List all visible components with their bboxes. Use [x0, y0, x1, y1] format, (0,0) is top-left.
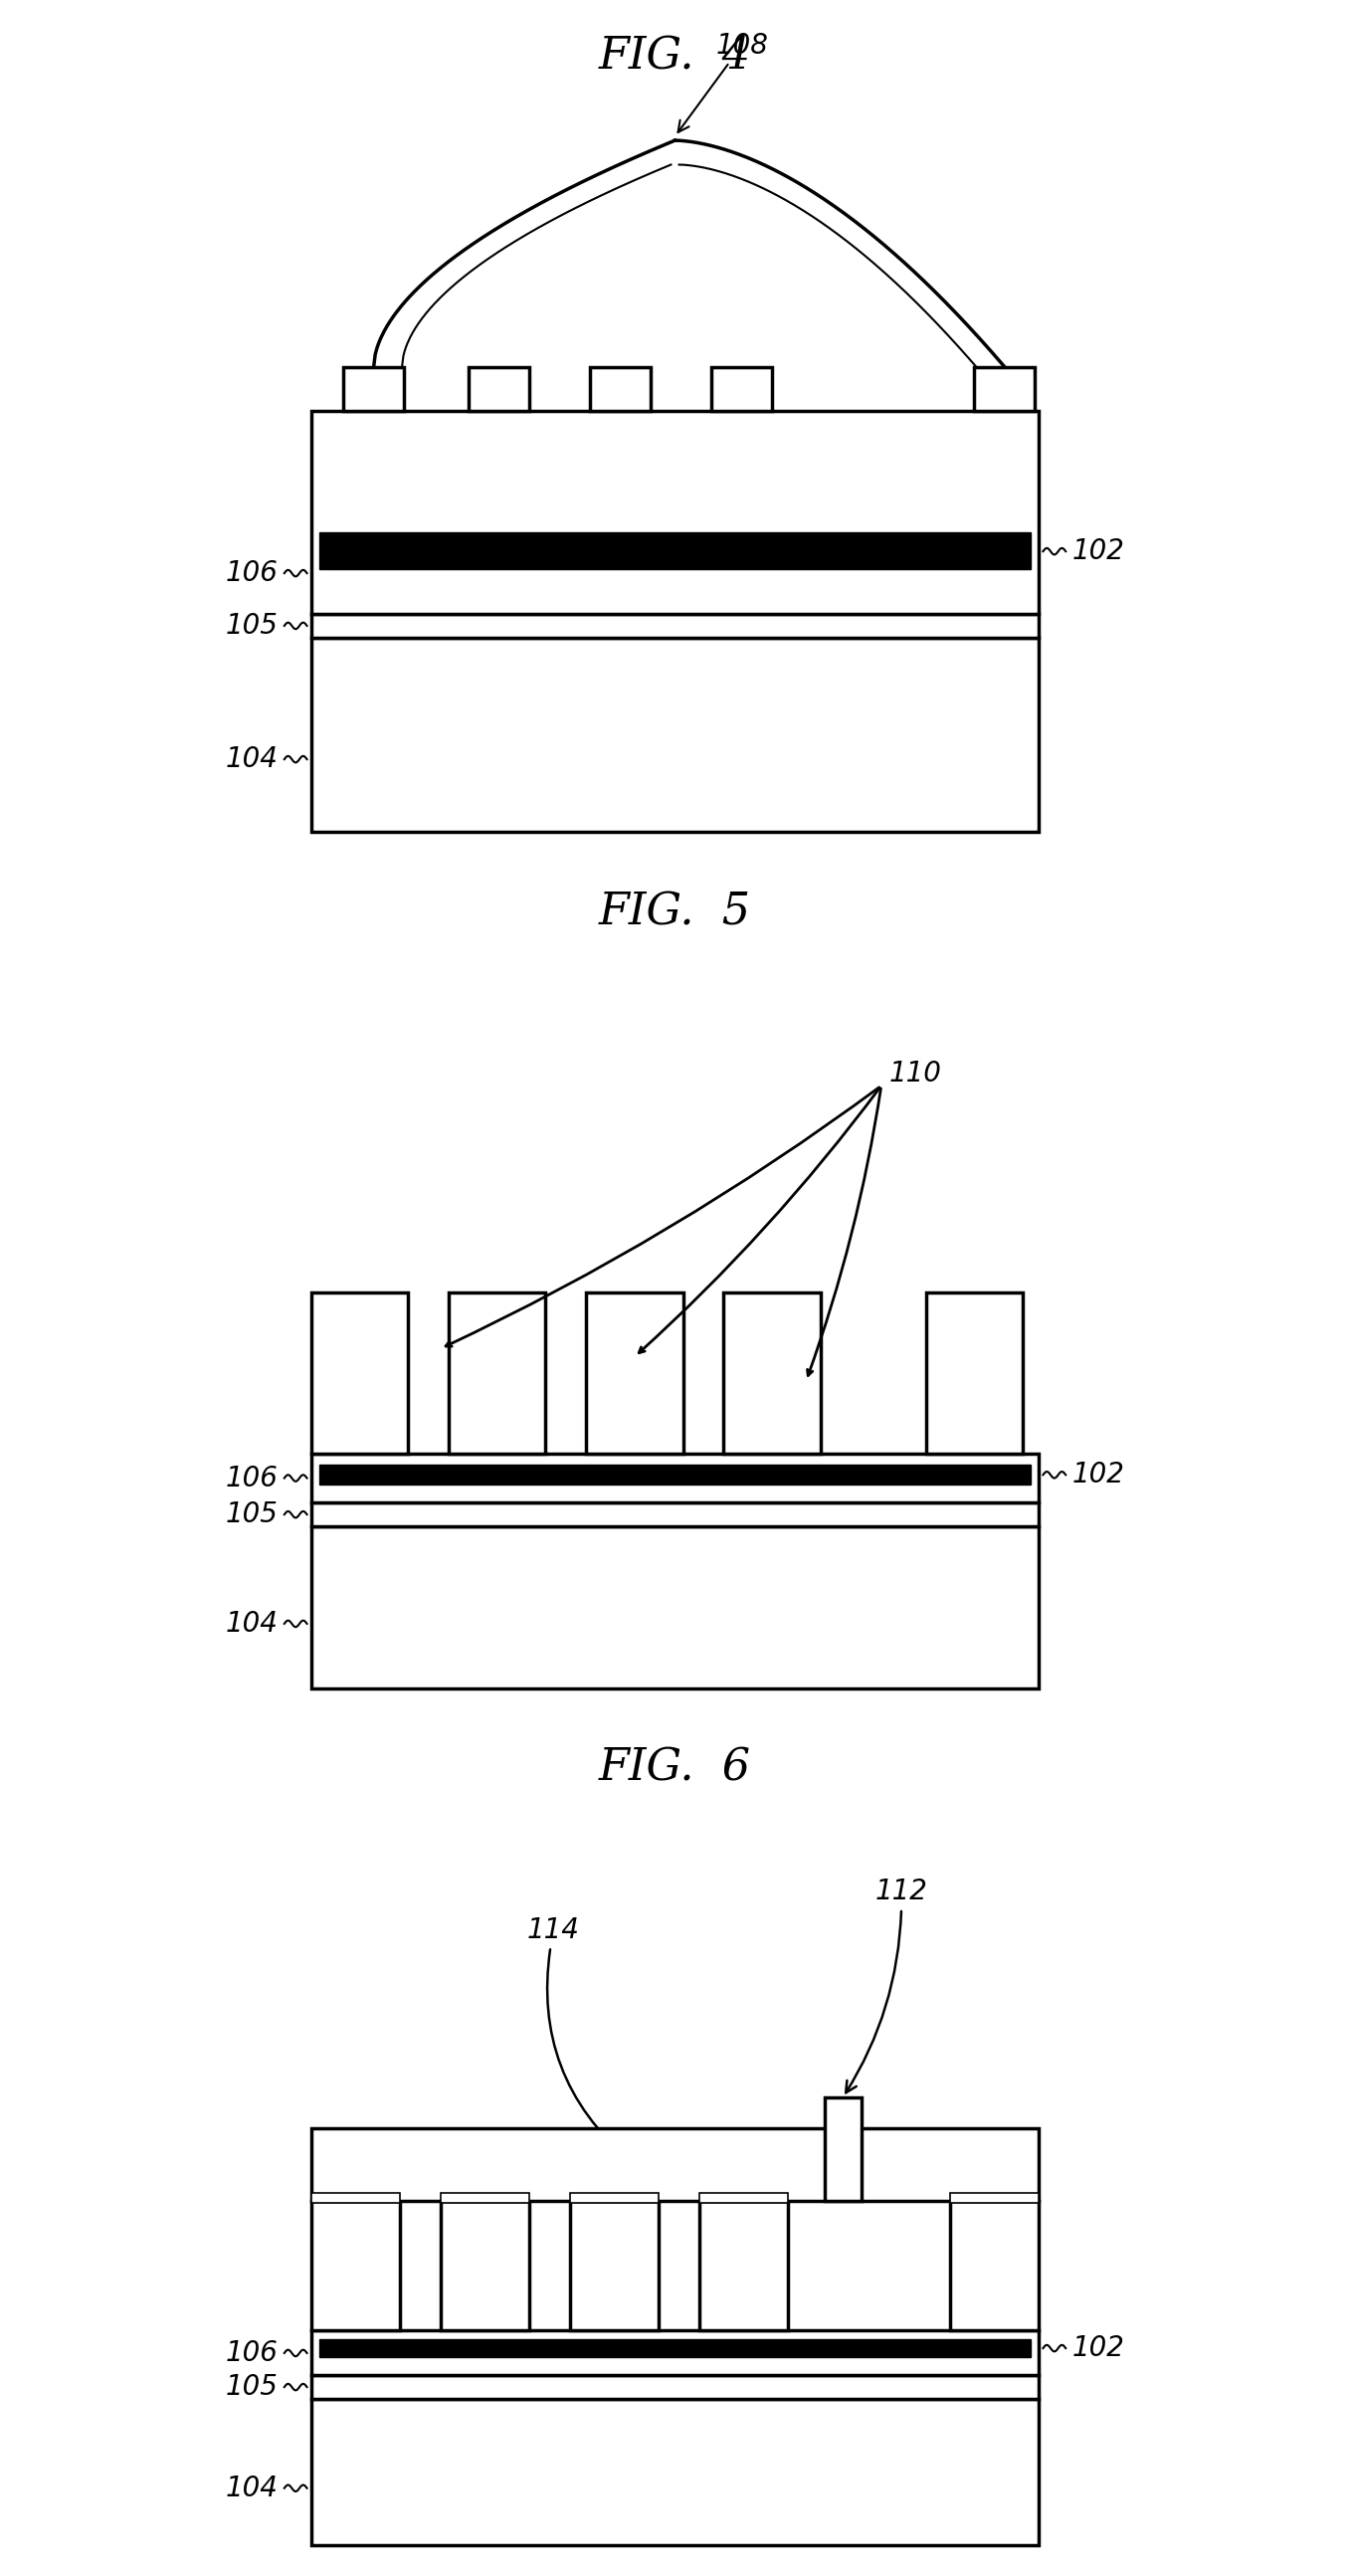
Text: FIG.  5: FIG. 5: [599, 891, 751, 933]
Bar: [311, 2128, 1040, 2200]
Bar: [311, 2331, 1040, 2375]
Bar: [311, 639, 1040, 832]
Bar: [311, 2200, 400, 2331]
Text: 104: 104: [225, 1610, 278, 1638]
Bar: [586, 1293, 683, 1453]
Bar: [311, 1502, 1040, 1528]
Text: 108: 108: [678, 31, 768, 131]
Text: FIG.  6: FIG. 6: [599, 1747, 751, 1790]
Text: 110: 110: [890, 1059, 942, 1087]
Text: 106: 106: [225, 1463, 278, 1492]
Text: 104: 104: [225, 744, 278, 773]
Bar: [724, 1293, 821, 1453]
Bar: [448, 1293, 545, 1453]
Text: 106: 106: [225, 559, 278, 587]
Text: 102: 102: [1072, 2334, 1125, 2362]
Bar: [311, 613, 1040, 639]
Bar: [926, 1293, 1023, 1453]
Bar: [311, 1293, 408, 1453]
Bar: [699, 2200, 788, 2331]
Text: 102: 102: [1072, 538, 1125, 564]
Bar: [319, 1463, 1031, 1484]
Bar: [825, 2097, 861, 2200]
Bar: [590, 366, 651, 412]
Bar: [468, 366, 529, 412]
Bar: [311, 2192, 400, 2202]
Text: 105: 105: [225, 1502, 278, 1528]
Text: 104: 104: [225, 2476, 278, 2501]
Bar: [311, 2398, 1040, 2545]
Bar: [711, 366, 772, 412]
Text: 102: 102: [1072, 1461, 1125, 1489]
Bar: [570, 2192, 659, 2202]
Bar: [699, 2192, 788, 2202]
Bar: [343, 366, 404, 412]
Bar: [311, 412, 1040, 613]
Bar: [440, 2192, 529, 2202]
Bar: [319, 533, 1031, 569]
Text: 105: 105: [225, 2372, 278, 2401]
Text: 105: 105: [225, 613, 278, 639]
Text: 114: 114: [528, 1917, 630, 2161]
Bar: [950, 2192, 1040, 2202]
Bar: [311, 1528, 1040, 1687]
Bar: [440, 2200, 529, 2331]
Bar: [311, 1453, 1040, 1502]
Bar: [570, 2200, 659, 2331]
Bar: [319, 2339, 1031, 2357]
Bar: [975, 366, 1035, 412]
Text: 106: 106: [225, 2339, 278, 2367]
Text: FIG.  4: FIG. 4: [599, 33, 751, 77]
Text: 112: 112: [846, 1878, 927, 2092]
Bar: [950, 2200, 1040, 2331]
Bar: [311, 2375, 1040, 2398]
